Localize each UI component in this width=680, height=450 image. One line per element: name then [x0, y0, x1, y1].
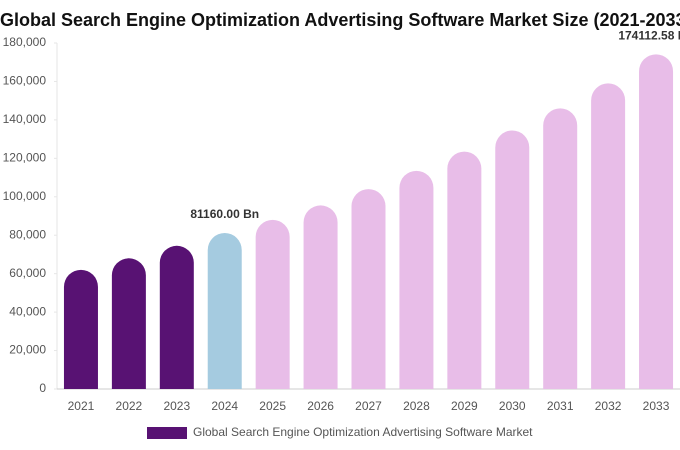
y-tick-label: 20,000 — [9, 343, 46, 357]
y-tick-label: 100,000 — [3, 189, 47, 203]
bar — [495, 130, 530, 389]
x-tick-label: 2025 — [259, 399, 286, 413]
x-tick-label: 2033 — [643, 399, 670, 413]
bar — [543, 108, 578, 389]
x-tick-label: 2026 — [307, 399, 334, 413]
legend-label: Global Search Engine Optimization Advert… — [193, 425, 533, 439]
bar — [447, 151, 482, 389]
bar — [639, 54, 674, 390]
y-tick-label: 80,000 — [9, 227, 46, 241]
y-tick-label: 140,000 — [3, 112, 47, 126]
bar — [159, 245, 194, 389]
chart-title: Global Search Engine Optimization Advert… — [0, 10, 680, 30]
bar — [111, 258, 146, 389]
x-tick-label: 2024 — [211, 399, 238, 413]
data-label: 81160.00 Bn — [190, 207, 259, 221]
x-tick-label: 2022 — [116, 399, 143, 413]
x-tick-label: 2029 — [451, 399, 478, 413]
legend-swatch — [147, 427, 187, 439]
x-tick-label: 2023 — [163, 399, 190, 413]
y-tick-label: 0 — [39, 381, 46, 395]
bar — [351, 189, 386, 389]
bar — [591, 83, 626, 389]
bar — [399, 170, 434, 389]
bar — [207, 232, 242, 389]
y-tick-label: 160,000 — [3, 74, 47, 88]
data-label: 174112.58 Bn — [618, 28, 680, 42]
y-tick-label: 120,000 — [3, 151, 47, 165]
y-tick-label: 40,000 — [9, 304, 46, 318]
x-tick-label: 2028 — [403, 399, 430, 413]
y-tick-label: 60,000 — [9, 266, 46, 280]
x-tick-label: 2027 — [355, 399, 382, 413]
x-tick-label: 2032 — [595, 399, 622, 413]
bar — [255, 219, 290, 389]
x-tick-label: 2031 — [547, 399, 574, 413]
bar — [63, 269, 98, 389]
x-tick-label: 2030 — [499, 399, 526, 413]
bar — [303, 205, 338, 389]
x-tick-label: 2021 — [68, 399, 95, 413]
y-tick-label: 180,000 — [3, 35, 47, 49]
